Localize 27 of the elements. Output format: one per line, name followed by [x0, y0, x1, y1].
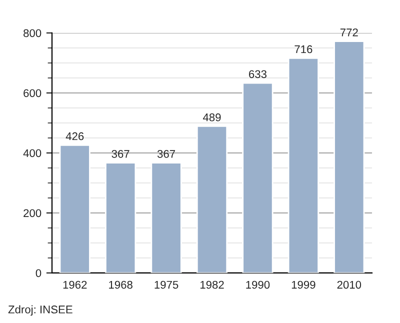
bar [196, 126, 228, 273]
bar [105, 162, 136, 273]
x-tick-label: 1975 [154, 280, 178, 289]
x-tick-label: 1990 [246, 280, 270, 289]
x-tick-label: 1968 [109, 280, 132, 289]
bar [242, 82, 274, 273]
bar [59, 144, 90, 273]
data-label: 633 [249, 70, 266, 78]
y-tick-label: 200 [24, 209, 42, 218]
data-label: 772 [340, 28, 358, 36]
y-tick-label: 600 [24, 89, 42, 98]
bar [334, 40, 365, 273]
data-label: 367 [157, 150, 175, 158]
data-label: 426 [66, 132, 84, 140]
y-tick-label: 0 [36, 269, 42, 278]
y-tick-label: 400 [23, 149, 42, 158]
bar [288, 57, 319, 273]
text: Zdroj: INSEE [8, 305, 72, 316]
bar [150, 162, 182, 273]
data-label: 716 [294, 45, 312, 54]
x-tick-label: 1982 [200, 280, 224, 289]
x-tick-label: 2010 [337, 280, 362, 289]
x-tick-label: 1999 [292, 280, 316, 289]
x-tick-label: 1962 [63, 280, 87, 289]
data-label: 489 [202, 113, 221, 122]
y-tick-label: 800 [24, 29, 42, 38]
data-label: 367 [112, 150, 130, 158]
